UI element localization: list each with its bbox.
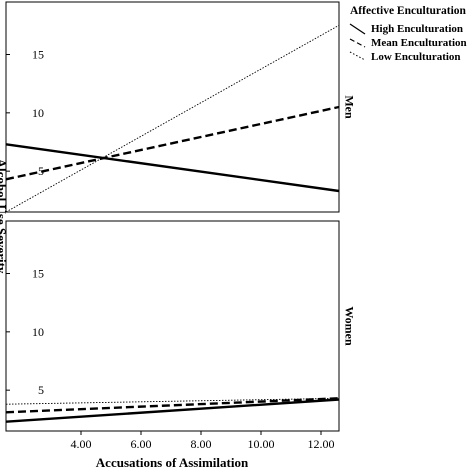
x-axis: 4.00 6.00 8.00 10.00 12.00 xyxy=(71,431,335,451)
series-line-mean-women xyxy=(5,397,340,414)
legend-title: Affective Enculturation xyxy=(350,5,467,17)
y-tick-label: 5 xyxy=(38,383,44,397)
panel-women-y-ticks: 5 10 15 xyxy=(6,267,44,397)
panel-women-frame xyxy=(5,220,340,432)
series-line-low-men xyxy=(5,24,340,213)
x-axis-title: Accusations of Assimilation xyxy=(96,455,249,470)
panel-men-lines xyxy=(5,24,340,213)
legend-swatch-mean xyxy=(349,38,366,48)
panel-women-lines xyxy=(5,397,340,423)
legend-swatch-low xyxy=(349,51,366,61)
panel-men: 5 10 15 xyxy=(5,1,340,213)
panel-women: 5 10 15 xyxy=(5,220,340,432)
series-line-mean-men xyxy=(5,105,340,181)
strip-label-women: Women xyxy=(342,306,356,346)
legend-swatch-high xyxy=(349,23,366,35)
x-tick-label: 8.00 xyxy=(191,437,212,451)
series-line-high-men xyxy=(5,143,340,193)
x-tick-label: 12.00 xyxy=(308,437,335,451)
panel-men-y-ticks: 5 10 15 xyxy=(6,48,44,178)
legend: Affective Enculturation High Enculturati… xyxy=(349,5,467,63)
legend-label-low: Low Enculturation xyxy=(371,51,461,63)
y-tick-label: 5 xyxy=(38,164,44,178)
y-tick-label: 15 xyxy=(32,48,44,62)
x-tick-label: 10.00 xyxy=(248,437,275,451)
legend-label-mean: Mean Enculturation xyxy=(371,37,467,49)
x-tick-label: 6.00 xyxy=(131,437,152,451)
y-axis-title: Alcohol Use Severity xyxy=(0,159,9,274)
y-tick-label: 10 xyxy=(32,325,44,339)
strip-label-men: Men xyxy=(342,95,356,119)
legend-label-high: High Enculturation xyxy=(371,23,463,35)
y-tick-label: 10 xyxy=(32,106,44,120)
x-tick-label: 4.00 xyxy=(71,437,92,451)
series-line-high-women xyxy=(5,398,340,423)
panel-men-frame xyxy=(5,1,340,213)
y-tick-label: 15 xyxy=(32,267,44,281)
